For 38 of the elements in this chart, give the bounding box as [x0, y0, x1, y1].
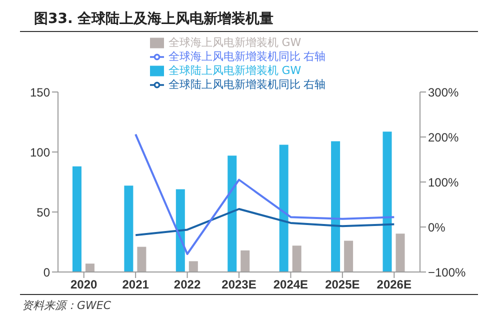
x-tick-label: 2023E: [222, 278, 256, 292]
y2-tick-label: −100%: [428, 265, 466, 280]
y-tick-label: 50: [36, 205, 50, 220]
chart-title: 图33. 全球陆上及海上风电新增装机量: [20, 8, 478, 32]
x-tick-label: 2021: [122, 278, 150, 292]
bar: [292, 246, 302, 272]
legend-label: 全球海上风电新增装机 GW: [168, 36, 302, 50]
bar: [331, 141, 340, 272]
bar: [176, 189, 185, 272]
bar: [137, 246, 146, 272]
y-tick-label: 150: [30, 85, 50, 100]
y2-tick-label: 200%: [428, 130, 460, 144]
bar: [396, 234, 405, 272]
line-series: [134, 133, 396, 255]
x-tick-label: 2020: [70, 278, 98, 292]
x-tick-label: 2022: [174, 278, 201, 292]
bar: [72, 166, 82, 272]
line-series: [134, 208, 396, 236]
y2-tick-label: 100%: [428, 175, 460, 190]
x-tick-label: 2024E: [273, 278, 308, 292]
y-tick-label: 100: [30, 145, 50, 160]
bar: [279, 144, 288, 272]
legend-label: 全球海上风电新增装机同比 右轴: [168, 50, 326, 64]
legend-label: 全球陆上风电新增装机 GW: [168, 64, 302, 78]
x-tick-label: 2026E: [376, 278, 412, 292]
bar: [382, 132, 392, 272]
bar: [240, 250, 250, 272]
bar: [344, 240, 354, 272]
bar: [124, 186, 134, 272]
y2-tick-label: 0%: [428, 220, 446, 234]
text: 资料来源：GWEC: [22, 298, 112, 313]
bar: [188, 261, 198, 272]
bar: [228, 156, 237, 272]
x-tick-label: 2025E: [325, 278, 360, 292]
y-tick-label: 0: [43, 265, 50, 280]
bar: [85, 264, 94, 272]
y2-tick-label: 300%: [428, 85, 460, 100]
legend-label: 全球陆上风电新增装机同比 右轴: [168, 78, 326, 92]
